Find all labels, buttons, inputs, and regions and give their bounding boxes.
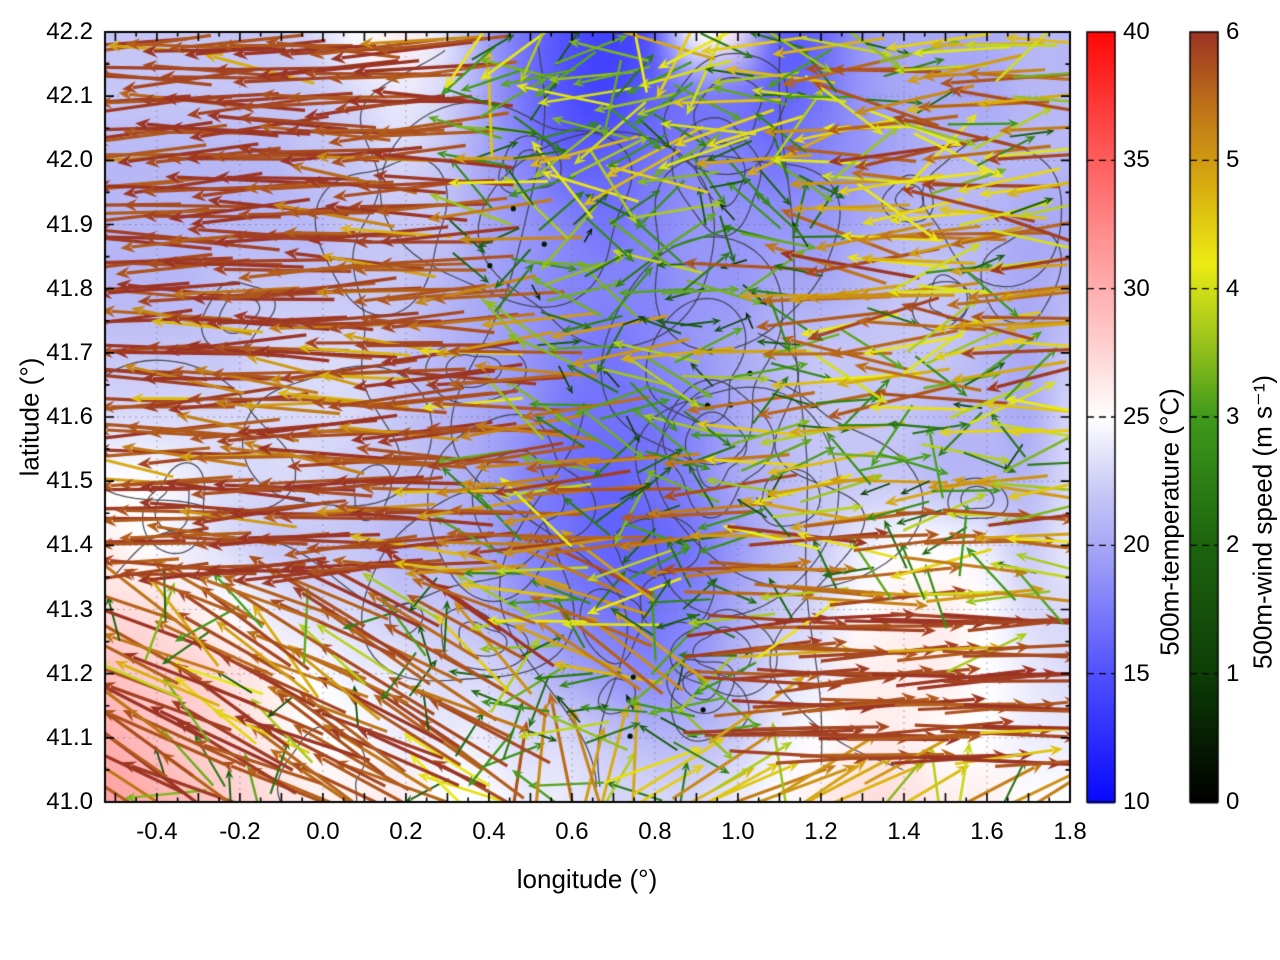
map-canvas	[0, 0, 1280, 960]
figure: longitude (°) latitude (°) 500m-temperat…	[0, 0, 1280, 960]
